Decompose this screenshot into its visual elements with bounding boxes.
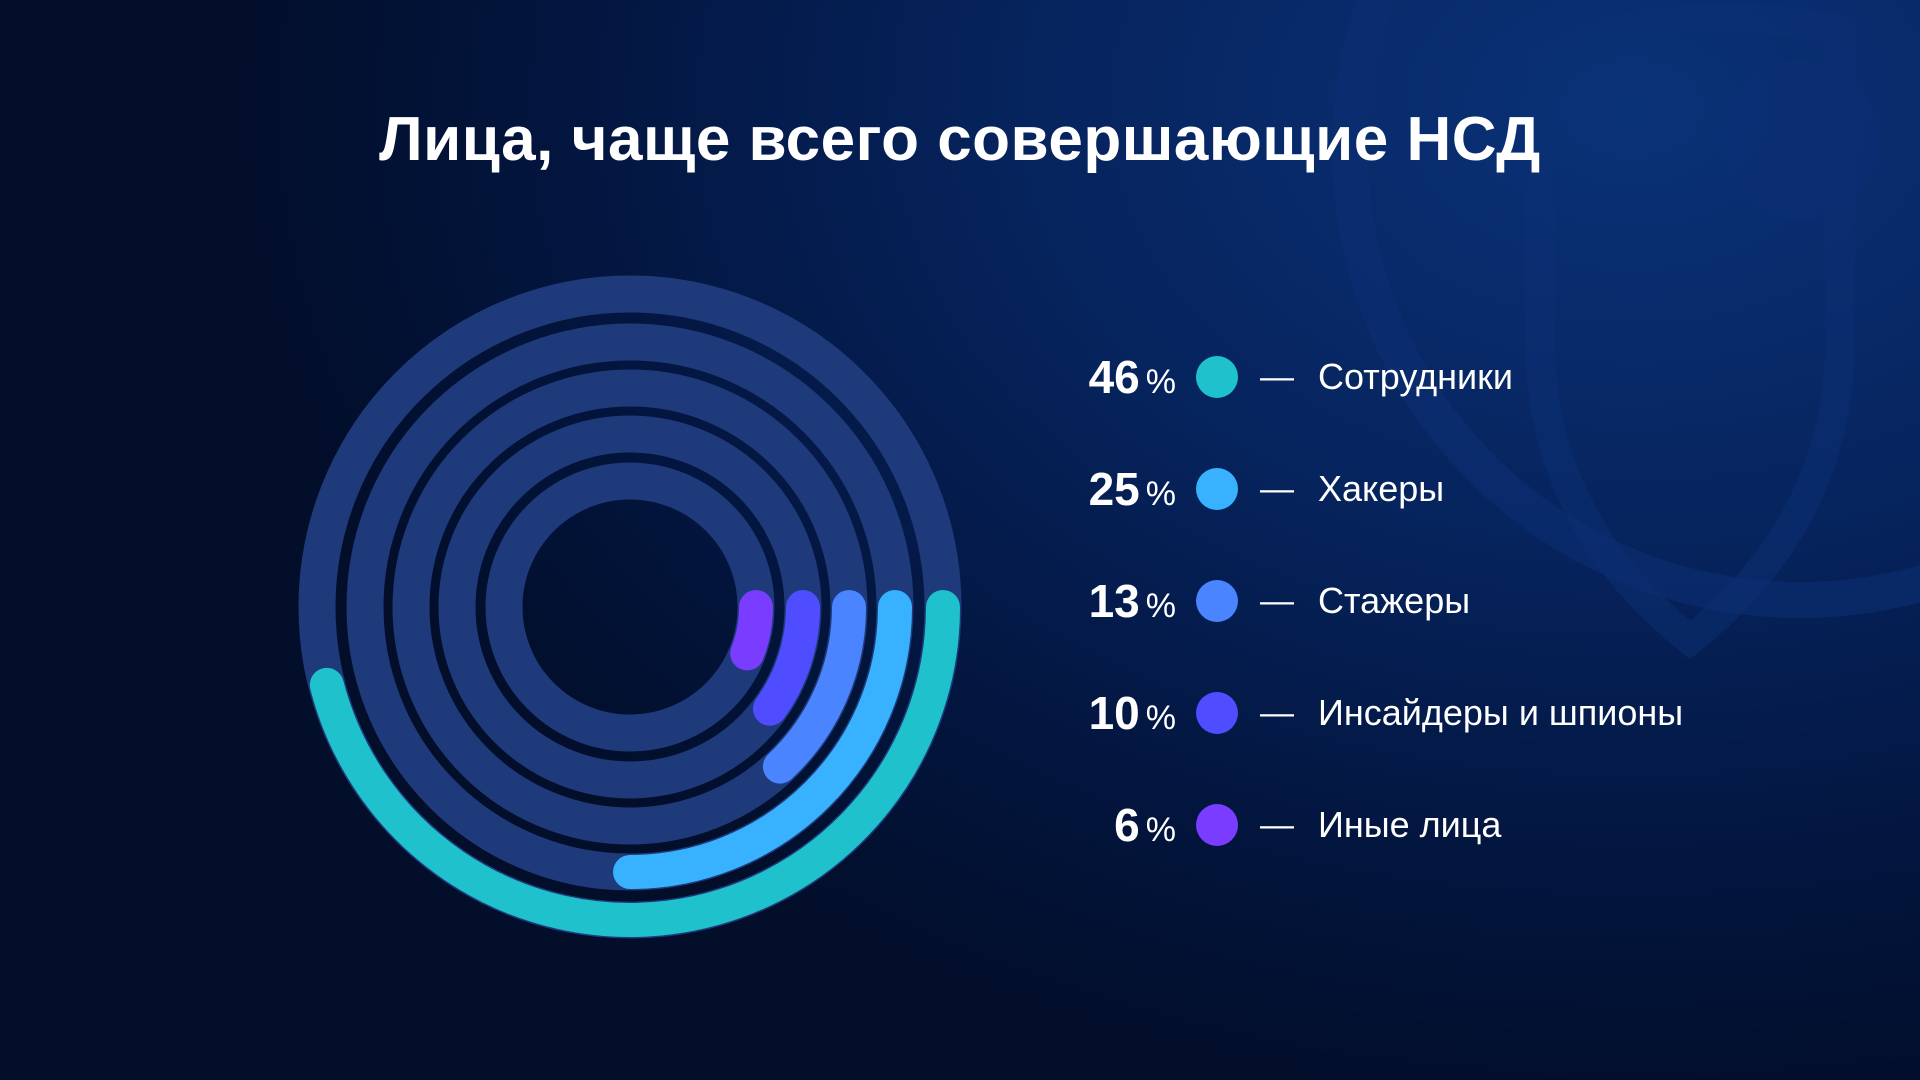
legend-percent: 10%	[1040, 686, 1176, 740]
legend-color-dot-icon	[1196, 356, 1238, 398]
legend-item: 13% — Стажеры	[1040, 571, 1800, 631]
ring-bar-2	[613, 590, 912, 889]
legend-value: 10	[1088, 687, 1140, 739]
legend-dash: —	[1260, 357, 1294, 396]
legend-percent: 46%	[1040, 350, 1176, 404]
legend-item: 6% — Иные лица	[1040, 795, 1800, 855]
legend-dash: —	[1260, 693, 1294, 732]
legend-label: Сотрудники	[1318, 356, 1513, 397]
legend-color-dot-icon	[1196, 468, 1238, 510]
legend-dash: —	[1260, 469, 1294, 508]
legend-value: 13	[1088, 575, 1140, 627]
ring-bar-4	[752, 590, 820, 726]
legend-percent-sign: %	[1145, 363, 1176, 401]
legend-percent-sign: %	[1145, 699, 1176, 737]
legend-value: 25	[1088, 463, 1140, 515]
legend-value: 46	[1088, 351, 1140, 403]
ring-track	[485, 462, 775, 752]
legend-percent: 13%	[1040, 574, 1176, 628]
legend-color-dot-icon	[1196, 580, 1238, 622]
legend-percent: 6%	[1040, 798, 1176, 852]
legend-percent-sign: %	[1145, 475, 1176, 513]
legend-label: Инсайдеры и шпионы	[1318, 692, 1684, 733]
legend-color-dot-icon	[1196, 804, 1238, 846]
legend-dash: —	[1260, 581, 1294, 620]
legend-label: Иные лица	[1318, 804, 1502, 845]
legend-percent-sign: %	[1145, 587, 1176, 625]
legend-percent: 25%	[1040, 462, 1176, 516]
ring-bar-1	[309, 590, 960, 937]
legend-item: 10% — Инсайдеры и шпионы	[1040, 683, 1800, 743]
ring-bar-3	[762, 590, 866, 784]
page-title: Лица, чаще всего совершающие НСД	[379, 105, 1541, 174]
ring-bar-5	[730, 590, 773, 671]
legend-dash: —	[1260, 805, 1294, 844]
legend-label: Стажеры	[1318, 580, 1471, 621]
legend-percent-sign: %	[1145, 811, 1176, 849]
legend-item: 46% — Сотрудники	[1040, 347, 1800, 407]
legend-color-dot-icon	[1196, 692, 1238, 734]
legend-label: Хакеры	[1318, 468, 1445, 509]
legend-item: 25% — Хакеры	[1040, 459, 1800, 519]
legend-value: 6	[1114, 799, 1140, 851]
